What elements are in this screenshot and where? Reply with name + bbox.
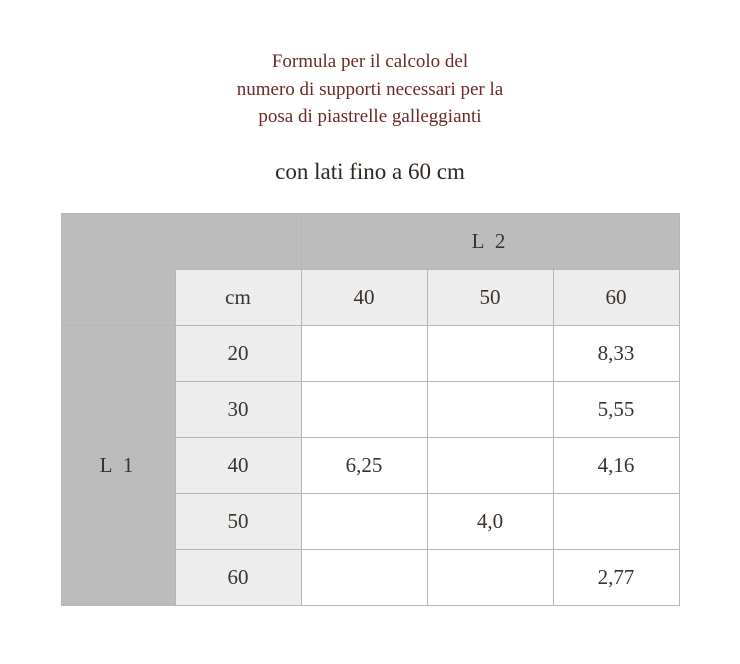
table-cell	[427, 325, 553, 381]
formula-title: Formula per il calcolo del numero di sup…	[237, 48, 503, 131]
table-cell	[427, 549, 553, 605]
table-cell	[301, 381, 427, 437]
table-corner-right	[175, 213, 301, 269]
unit-label: cm	[175, 269, 301, 325]
supports-table: L 2cm405060L 1208,33305,55406,254,16504,…	[61, 213, 680, 606]
col-header: 60	[553, 269, 679, 325]
row-header: 60	[175, 549, 301, 605]
table-cell: 5,55	[553, 381, 679, 437]
table-corner-left	[61, 213, 175, 325]
table-cell	[301, 493, 427, 549]
table-cell: 4,0	[427, 493, 553, 549]
row-header: 50	[175, 493, 301, 549]
table-cell: 6,25	[301, 437, 427, 493]
table-cell: 4,16	[553, 437, 679, 493]
title-line3: posa di piastrelle galleggianti	[237, 103, 503, 131]
col-axis-label: L 2	[301, 213, 679, 269]
title-line2: numero di supporti necessari per la	[237, 76, 503, 104]
table-cell	[553, 493, 679, 549]
row-header: 40	[175, 437, 301, 493]
col-header: 50	[427, 269, 553, 325]
table-cell	[301, 549, 427, 605]
table-cell	[427, 437, 553, 493]
row-axis-label: L 1	[61, 325, 175, 605]
row-header: 30	[175, 381, 301, 437]
subtitle: con lati fino a 60 cm	[275, 159, 465, 185]
row-header: 20	[175, 325, 301, 381]
col-header: 40	[301, 269, 427, 325]
table-cell: 2,77	[553, 549, 679, 605]
table-cell	[301, 325, 427, 381]
table-cell: 8,33	[553, 325, 679, 381]
table-cell	[427, 381, 553, 437]
title-line1: Formula per il calcolo del	[237, 48, 503, 76]
